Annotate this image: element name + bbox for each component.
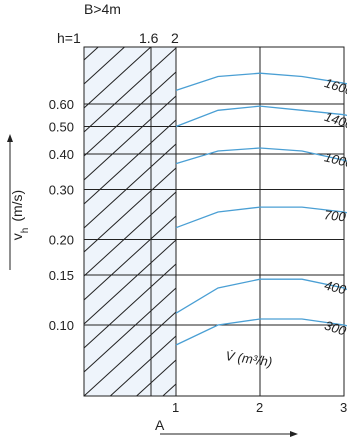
y-tick-label: 0.40	[49, 147, 74, 162]
y-axis-label: vh(m/s)	[9, 190, 31, 240]
x-tick-label: 3	[340, 400, 347, 415]
h-diagonal	[83, 287, 177, 373]
curve-label-300: 300	[323, 318, 347, 339]
y-tick-label: 0.50	[49, 119, 74, 134]
y-tick-label: 0.15	[49, 268, 74, 283]
y-axis-arrow-head	[7, 134, 13, 142]
h-diagonal	[83, 46, 152, 109]
header-text: B>4m	[84, 1, 121, 17]
curve-unit-label: V̇ (m³/h)	[225, 348, 274, 369]
plot-frame	[83, 46, 345, 397]
h-diagonal	[162, 383, 177, 397]
gridlines	[84, 47, 345, 396]
h-diagonal	[83, 167, 177, 253]
h-region-shade	[84, 47, 176, 396]
curve-labels: 1600 1400 1000 700 400 300	[323, 75, 347, 339]
h-tick-2: 2	[171, 30, 179, 46]
curve-700	[175, 206, 347, 229]
curve-1400	[175, 105, 347, 128]
h-diagonal	[83, 239, 177, 325]
h-diagonal	[136, 359, 177, 397]
h-diagonal	[83, 46, 125, 85]
curve-400	[175, 278, 347, 314]
h-diagonal	[83, 119, 177, 205]
h-diagonal	[83, 263, 177, 349]
y-tick-label: 0.30	[49, 182, 74, 197]
h-diagonal	[83, 311, 177, 397]
h-diagonal	[109, 335, 177, 397]
y-tick-label: 0.20	[49, 233, 74, 248]
curve-label-1600: 1600	[323, 75, 347, 98]
h-diagonal	[83, 143, 177, 229]
h-diagonal	[83, 71, 177, 157]
curve-1000	[175, 147, 347, 165]
x-axis-arrow-head	[290, 431, 298, 437]
h-tick-1-6: 1.6	[139, 30, 159, 46]
h-diagonal	[83, 191, 177, 277]
curve-label-400: 400	[323, 278, 347, 298]
curves	[175, 72, 347, 346]
curve-label-700: 700	[323, 207, 347, 224]
x-tick-label: 2	[256, 400, 263, 415]
curve-label-1000: 1000	[323, 149, 347, 171]
x-tick-label: 1	[172, 400, 179, 415]
curve-1600	[175, 72, 347, 92]
h-diagonal	[83, 46, 99, 61]
y-tick-label: 0.10	[49, 318, 74, 333]
h-diagonal	[83, 47, 177, 133]
y-tick-label: 0.60	[49, 97, 74, 112]
h-label: h=1	[57, 30, 81, 46]
h-diagonal	[83, 215, 177, 301]
x-axis-label: A	[155, 417, 165, 433]
curve-label-1400: 1400	[323, 109, 347, 132]
h-diagonals	[83, 46, 177, 397]
h-diagonal	[83, 95, 177, 181]
y-tick-labels: 0.60 0.50 0.40 0.30 0.20 0.15 0.10	[49, 97, 74, 333]
x-tick-labels: 1234	[172, 400, 347, 415]
curve-300	[175, 318, 347, 346]
